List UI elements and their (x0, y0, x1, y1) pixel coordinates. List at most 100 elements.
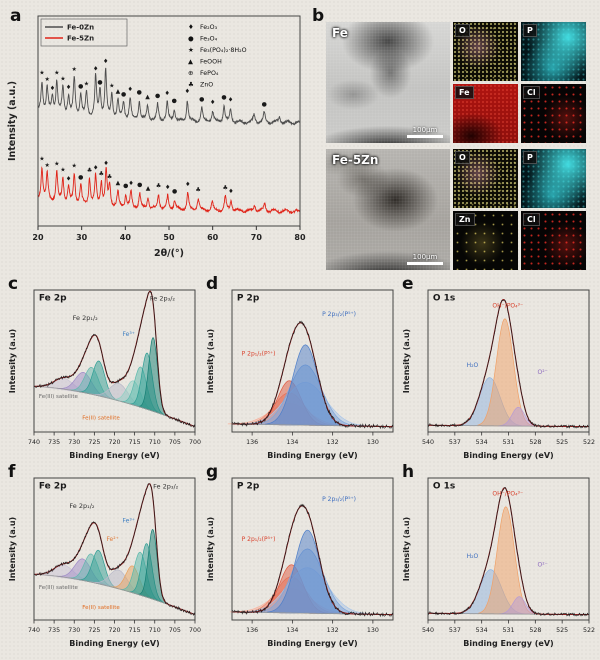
phase-marker: ♦ (103, 58, 108, 65)
eds-grid-fe: O P Fe Cl (453, 22, 586, 143)
annotation: P 2p₃/₂(P⁵⁺) (322, 496, 356, 503)
tick-label: 531 (502, 439, 514, 446)
phase-legend-symbol: ● (188, 35, 194, 43)
phase-marker: ♦ (228, 97, 233, 104)
phase-marker: ♣ (87, 167, 92, 174)
raw-spectrum (33, 291, 196, 428)
tick-label: 735 (48, 627, 60, 634)
annotation: Fe 2p₃/₂ (153, 482, 179, 490)
phase-marker: ● (137, 182, 142, 189)
phase-marker: ● (172, 188, 177, 195)
xps-o1s-chart-fe: 540 537 534 531 528 525 522 Binding Energy (eV)… (402, 289, 595, 460)
annotation: P 2p₁/₂(P⁵⁺) (242, 351, 276, 358)
phase-marker: ♦ (185, 88, 190, 95)
xps-p2p-chart-fe: 136 134 132 130 Binding Energy (eV) Intensity… (206, 289, 394, 460)
y-axis-label: Intensity (a.u) (8, 329, 17, 393)
xps-fe2p-chart-fe5zn: 740 735 730 725 720 715 710 705 700 Binding Energ… (8, 477, 201, 648)
phase-marker: ● (172, 97, 177, 104)
tick-label: 136 (246, 627, 258, 634)
y-axis-label: Intensity (a.u.) (7, 81, 18, 161)
legend-label: Fe-0Zn (67, 24, 94, 32)
phase-marker: ♦ (50, 85, 55, 92)
phase-marker: ★ (44, 76, 49, 83)
tick-label: 130 (367, 627, 379, 634)
eds-map-fe: Fe (453, 84, 518, 143)
eds-map-label: O (455, 24, 470, 37)
eds-map-label: Zn (455, 213, 475, 226)
tick-label: 531 (502, 627, 514, 634)
x-axis-label: 2θ/(°) (154, 248, 184, 259)
tick-label: 705 (169, 627, 181, 634)
phase-marker: ★ (72, 163, 77, 170)
tick-label: 528 (529, 439, 541, 446)
tick-label: 725 (88, 439, 100, 446)
tick-label: 720 (108, 627, 120, 634)
phase-legend-symbol: ★ (188, 46, 194, 54)
phase-marker: ★ (39, 156, 44, 163)
raw-spectrum (427, 299, 590, 429)
raw-spectrum (231, 503, 394, 618)
phase-marker: ♦ (93, 165, 98, 172)
tick-label: 700 (189, 439, 201, 446)
xps-fe2p-chart-fe: 740 735 730 725 720 715 710 705 700 Binding Energ… (8, 289, 201, 460)
legend-box (40, 18, 128, 47)
phase-marker: ♣ (107, 174, 112, 181)
tick-label: 80 (294, 233, 306, 242)
phase-marker: ▲ (145, 93, 150, 100)
phase-marker: ★ (54, 69, 59, 76)
annotation: Fe³⁺ (123, 517, 135, 524)
eds-map-label: Fe (455, 86, 474, 99)
annotation: Fe 2p (39, 293, 67, 303)
phase-marker: ♦ (165, 184, 170, 191)
sem-image-fe5zn: Fe-5Zn 100μm (326, 149, 450, 270)
sem-sample-label: Fe-5Zn (332, 153, 379, 167)
legend-label: Fe-5Zn (67, 35, 94, 43)
phase-marker: ● (262, 101, 267, 108)
panel-label-f: f (8, 462, 16, 482)
xps-o1s-chart-fe5zn: 540 537 534 531 528 525 522 Binding Energy (eV)… (402, 477, 595, 648)
phase-marker: ♣ (223, 185, 228, 192)
tick-label: 132 (327, 439, 339, 446)
phase-marker: ● (78, 174, 83, 181)
panel-label-c: c (8, 274, 19, 294)
phase-marker: ♦ (228, 188, 233, 195)
xps-p2p-chart-fe5zn: 136 134 132 130 Binding Energy (eV) Intensity… (206, 477, 394, 648)
phase-marker: ● (221, 94, 226, 101)
phase-legend-symbol: ⊕ (188, 69, 193, 77)
tick-label: 528 (529, 627, 541, 634)
annotation: H₂O (467, 362, 479, 369)
tick-label: 525 (556, 627, 568, 634)
tick-label: 537 (449, 627, 461, 634)
annotation: Fe³⁺ (123, 331, 135, 338)
phase-legend-label: Fe₃O₄ (200, 36, 218, 43)
phase-marker: ♣ (196, 186, 201, 193)
tick-label: 740 (28, 439, 40, 446)
annotation: Fe 2p₃/₂ (150, 294, 176, 302)
tick-label: 525 (556, 439, 568, 446)
x-axis-label: Binding Energy (eV) (69, 639, 159, 648)
eds-map-o: O (453, 22, 518, 81)
xrd-trace (37, 166, 301, 215)
annotation: O 1s (433, 293, 455, 303)
panel-label-h: h (402, 462, 415, 482)
phase-marker: ● (97, 79, 102, 86)
annotation: P 2p₃/₂(P⁵⁺) (322, 311, 356, 318)
x-axis-label: Binding Energy (eV) (463, 451, 553, 460)
phase-marker: ▲ (146, 185, 151, 192)
raw-spectrum (33, 483, 196, 616)
eds-map-cl: Cl (521, 84, 586, 143)
eds-map-label: Cl (523, 213, 540, 226)
phase-legend-label: ZnO (200, 82, 213, 89)
annotation: Fe(II) satellite (82, 416, 120, 422)
tick-label: 134 (286, 627, 298, 634)
panel-label-d: d (206, 274, 219, 294)
tick-label: 60 (207, 233, 219, 242)
plot-frame (231, 289, 394, 433)
phase-legend-symbol: ♦ (188, 23, 194, 31)
annotation: Fe(III) satellite (39, 394, 79, 400)
phase-marker: ● (155, 93, 160, 100)
phase-marker: ♦ (103, 160, 108, 167)
phase-marker: ♣ (156, 182, 161, 189)
annotation: Fe(III) satellite (39, 585, 79, 591)
panel-label-e: e (402, 274, 414, 294)
